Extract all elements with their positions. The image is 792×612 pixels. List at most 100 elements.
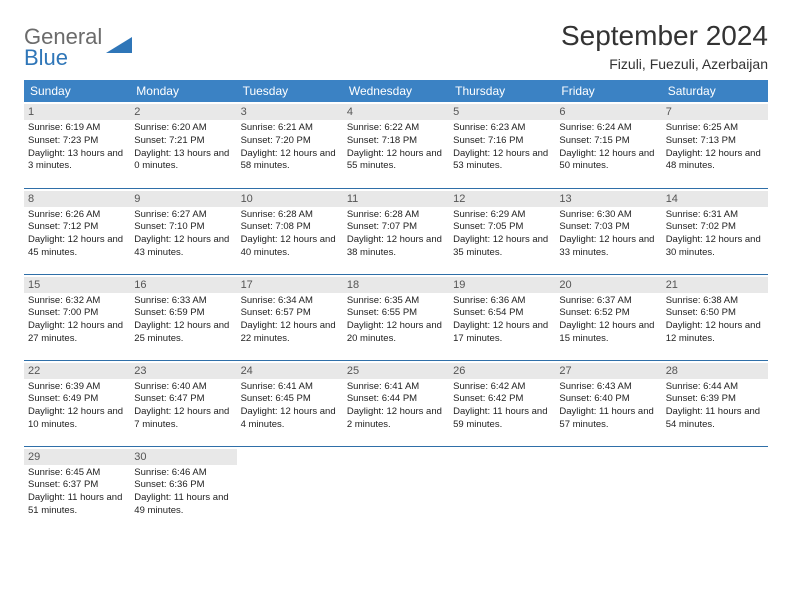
day-details: Sunrise: 6:21 AMSunset: 7:20 PMDaylight:… — [241, 122, 339, 173]
day-details: Sunrise: 6:30 AMSunset: 7:03 PMDaylight:… — [559, 209, 657, 260]
calendar-row: 22 Sunrise: 6:39 AMSunset: 6:49 PMDayligh… — [24, 360, 768, 446]
calendar-cell: 29Sunrise: 6:45 AMSunset: 6:37 PMDayligh… — [24, 446, 130, 532]
col-saturday: Saturday — [662, 80, 768, 102]
day-details: Sunrise: 6:34 AMSunset: 6:57 PMDaylight:… — [241, 295, 339, 346]
day-number: 23 — [130, 363, 236, 379]
day-number: 8 — [24, 191, 130, 207]
day-number: 5 — [449, 104, 555, 120]
day-number: 30 — [130, 449, 236, 465]
calendar-cell: 6 Sunrise: 6:24 AMSunset: 7:15 PMDaylight… — [555, 102, 661, 188]
day-number: 9 — [130, 191, 236, 207]
day-details: Sunrise: 6:35 AMSunset: 6:55 PMDaylight:… — [347, 295, 445, 346]
col-tuesday: Tuesday — [237, 80, 343, 102]
calendar-cell: 11 Sunrise: 6:28 AMSunset: 7:07 PMDayligh… — [343, 188, 449, 274]
day-details: Sunrise: 6:33 AMSunset: 6:59 PMDaylight:… — [134, 295, 232, 346]
day-number: 22 — [24, 363, 130, 379]
day-number: 26 — [449, 363, 555, 379]
calendar-cell: 25 Sunrise: 6:41 AMSunset: 6:44 PMDayligh… — [343, 360, 449, 446]
day-number: 18 — [343, 277, 449, 293]
day-details: Sunrise: 6:28 AMSunset: 7:07 PMDaylight:… — [347, 209, 445, 260]
day-details: Sunrise: 6:31 AMSunset: 7:02 PMDaylight:… — [666, 209, 764, 260]
calendar-table: Sunday Monday Tuesday Wednesday Thursday… — [24, 80, 768, 532]
day-details: Sunrise: 6:19 AMSunset: 7:23 PMDaylight:… — [28, 122, 126, 173]
day-details: Sunrise: 6:38 AMSunset: 6:50 PMDaylight:… — [666, 295, 764, 346]
day-details: Sunrise: 6:44 AMSunset: 6:39 PMDaylight:… — [666, 381, 764, 432]
calendar-row: 29Sunrise: 6:45 AMSunset: 6:37 PMDayligh… — [24, 446, 768, 532]
calendar-cell: 1 Sunrise: 6:19 AMSunset: 7:23 PMDaylight… — [24, 102, 130, 188]
calendar-cell: 22 Sunrise: 6:39 AMSunset: 6:49 PMDayligh… — [24, 360, 130, 446]
day-details: Sunrise: 6:37 AMSunset: 6:52 PMDaylight:… — [559, 295, 657, 346]
calendar-cell: 8 Sunrise: 6:26 AMSunset: 7:12 PMDaylight… — [24, 188, 130, 274]
day-number: 13 — [555, 191, 661, 207]
day-details: Sunrise: 6:43 AMSunset: 6:40 PMDaylight:… — [559, 381, 657, 432]
col-friday: Friday — [555, 80, 661, 102]
calendar-cell: 21 Sunrise: 6:38 AMSunset: 6:50 PMDayligh… — [662, 274, 768, 360]
logo: General Blue — [24, 20, 132, 69]
calendar-cell: 24 Sunrise: 6:41 AMSunset: 6:45 PMDayligh… — [237, 360, 343, 446]
day-details: Sunrise: 6:45 AMSunset: 6:37 PMDaylight:… — [28, 467, 126, 518]
logo-line2: Blue — [24, 47, 102, 69]
page-title: September 2024 — [561, 20, 768, 52]
calendar-cell: 12 Sunrise: 6:29 AMSunset: 7:05 PMDayligh… — [449, 188, 555, 274]
col-sunday: Sunday — [24, 80, 130, 102]
calendar-cell: 18 Sunrise: 6:35 AMSunset: 6:55 PMDayligh… — [343, 274, 449, 360]
day-number: 2 — [130, 104, 236, 120]
day-number: 10 — [237, 191, 343, 207]
day-details: Sunrise: 6:36 AMSunset: 6:54 PMDaylight:… — [453, 295, 551, 346]
day-details: Sunrise: 6:41 AMSunset: 6:44 PMDaylight:… — [347, 381, 445, 432]
day-number: 1 — [24, 104, 130, 120]
calendar-row: 15 Sunrise: 6:32 AMSunset: 7:00 PMDayligh… — [24, 274, 768, 360]
calendar-cell: 27 Sunrise: 6:43 AMSunset: 6:40 PMDayligh… — [555, 360, 661, 446]
location: Fizuli, Fuezuli, Azerbaijan — [561, 56, 768, 72]
day-details: Sunrise: 6:26 AMSunset: 7:12 PMDaylight:… — [28, 209, 126, 260]
day-number: 6 — [555, 104, 661, 120]
day-number: 25 — [343, 363, 449, 379]
day-details: Sunrise: 6:23 AMSunset: 7:16 PMDaylight:… — [453, 122, 551, 173]
calendar-cell: 7Sunrise: 6:25 AMSunset: 7:13 PMDaylight… — [662, 102, 768, 188]
calendar-cell: 2 Sunrise: 6:20 AMSunset: 7:21 PMDaylight… — [130, 102, 236, 188]
day-details: Sunrise: 6:42 AMSunset: 6:42 PMDaylight:… — [453, 381, 551, 432]
calendar-cell: 13 Sunrise: 6:30 AMSunset: 7:03 PMDayligh… — [555, 188, 661, 274]
day-details: Sunrise: 6:39 AMSunset: 6:49 PMDaylight:… — [28, 381, 126, 432]
day-number: 15 — [24, 277, 130, 293]
day-details: Sunrise: 6:32 AMSunset: 7:00 PMDaylight:… — [28, 295, 126, 346]
calendar-cell: 16 Sunrise: 6:33 AMSunset: 6:59 PMDayligh… — [130, 274, 236, 360]
day-number: 17 — [237, 277, 343, 293]
header: General Blue September 2024 Fizuli, Fuez… — [24, 20, 768, 72]
weekday-header-row: Sunday Monday Tuesday Wednesday Thursday… — [24, 80, 768, 102]
day-details: Sunrise: 6:28 AMSunset: 7:08 PMDaylight:… — [241, 209, 339, 260]
day-details: Sunrise: 6:27 AMSunset: 7:10 PMDaylight:… — [134, 209, 232, 260]
day-number: 3 — [237, 104, 343, 120]
calendar-cell — [555, 446, 661, 532]
calendar-cell: 23 Sunrise: 6:40 AMSunset: 6:47 PMDayligh… — [130, 360, 236, 446]
col-wednesday: Wednesday — [343, 80, 449, 102]
calendar-cell: 10 Sunrise: 6:28 AMSunset: 7:08 PMDayligh… — [237, 188, 343, 274]
day-details: Sunrise: 6:29 AMSunset: 7:05 PMDaylight:… — [453, 209, 551, 260]
day-details: Sunrise: 6:24 AMSunset: 7:15 PMDaylight:… — [559, 122, 657, 173]
day-details: Sunrise: 6:46 AMSunset: 6:36 PMDaylight:… — [134, 467, 232, 518]
calendar-cell — [662, 446, 768, 532]
calendar-cell: 9 Sunrise: 6:27 AMSunset: 7:10 PMDaylight… — [130, 188, 236, 274]
calendar-cell — [237, 446, 343, 532]
calendar-cell: 19 Sunrise: 6:36 AMSunset: 6:54 PMDayligh… — [449, 274, 555, 360]
calendar-row: 1 Sunrise: 6:19 AMSunset: 7:23 PMDaylight… — [24, 102, 768, 188]
day-details: Sunrise: 6:41 AMSunset: 6:45 PMDaylight:… — [241, 381, 339, 432]
day-number: 11 — [343, 191, 449, 207]
day-number: 7 — [662, 104, 768, 120]
day-number: 21 — [662, 277, 768, 293]
day-number: 24 — [237, 363, 343, 379]
calendar-cell: 15 Sunrise: 6:32 AMSunset: 7:00 PMDayligh… — [24, 274, 130, 360]
day-number: 12 — [449, 191, 555, 207]
calendar-cell: 17 Sunrise: 6:34 AMSunset: 6:57 PMDayligh… — [237, 274, 343, 360]
day-number: 27 — [555, 363, 661, 379]
day-number: 19 — [449, 277, 555, 293]
calendar-cell: 3 Sunrise: 6:21 AMSunset: 7:20 PMDaylight… — [237, 102, 343, 188]
calendar-cell — [449, 446, 555, 532]
calendar-cell: 30 Sunrise: 6:46 AMSunset: 6:36 PMDayligh… — [130, 446, 236, 532]
calendar-cell — [343, 446, 449, 532]
day-number: 16 — [130, 277, 236, 293]
day-details: Sunrise: 6:20 AMSunset: 7:21 PMDaylight:… — [134, 122, 232, 173]
calendar-cell: 14Sunrise: 6:31 AMSunset: 7:02 PMDayligh… — [662, 188, 768, 274]
logo-triangle-icon — [106, 35, 132, 60]
day-details: Sunrise: 6:40 AMSunset: 6:47 PMDaylight:… — [134, 381, 232, 432]
